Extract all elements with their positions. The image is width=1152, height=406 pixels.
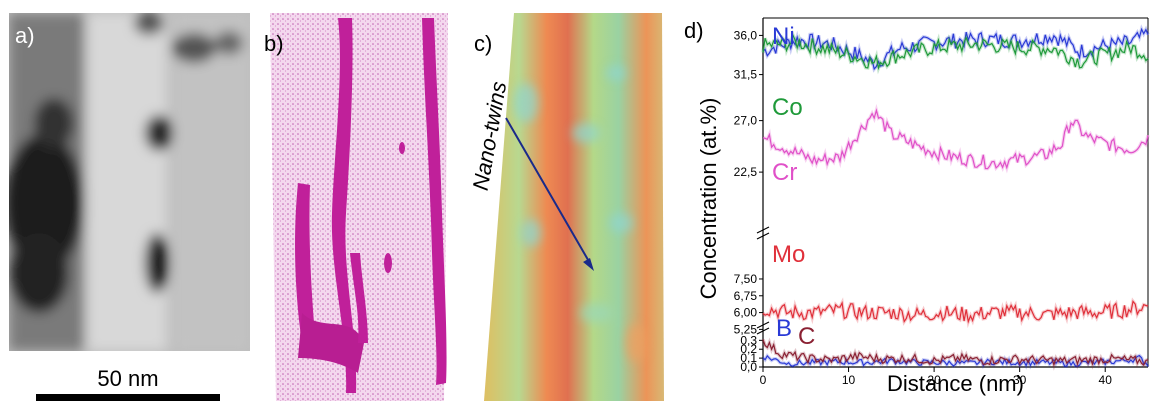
x-tick-label: 30 (1013, 373, 1027, 387)
y-axis-label: Concentration (at.%) (696, 98, 721, 300)
panel-a-label: a) (15, 23, 35, 48)
series-line-co (762, 33, 1149, 71)
y-tick-label: 31,5 (734, 68, 758, 82)
y-tick-label: 0,2 (740, 342, 757, 356)
y-tick-label: 36,0 (734, 28, 758, 42)
series-label-ni: Ni (772, 23, 795, 50)
series-label-co: Co (772, 94, 803, 121)
series-line-mo (762, 300, 1149, 324)
twin-arrow (505, 117, 592, 266)
axis-break-mark (756, 327, 770, 335)
y-tick-label: 7,50 (734, 272, 758, 286)
x-tick-label: 40 (1099, 373, 1113, 387)
panel-c: c) Nano-twins (466, 13, 678, 401)
series-label-c: C (798, 323, 815, 350)
y-tick-label: 0,1 (740, 351, 757, 365)
y-tick-label: 6,00 (734, 306, 758, 320)
axis-break-mark (756, 226, 770, 234)
twin-arrow-head (583, 258, 594, 271)
y-tick-label: 0,3 (740, 333, 757, 347)
scale-bar (36, 394, 220, 401)
y-tick-label: 22,5 (734, 165, 758, 179)
x-axis-label: Distance (nm) (887, 371, 1024, 396)
series-label-cr: Cr (772, 159, 797, 186)
x-tick-label: 0 (760, 373, 767, 387)
concentration-profile-chart: 31,536,022,527,05,256,006,757,500,00,10,… (696, 17, 1150, 396)
series-line-b (762, 354, 1149, 367)
y-tick-label: 6,75 (734, 289, 758, 303)
panel-d: 31,5 36,0 22,5 27,0 5,25 6,00 6,75 7,50 0,0 0,1 0,… (680, 0, 1152, 401)
axis-break-mark (756, 232, 770, 240)
y-tick-label: 0,0 (740, 360, 757, 374)
panel-b-label: b) (264, 31, 284, 56)
series-line-c (762, 339, 1149, 367)
series-line-cr (762, 108, 1149, 170)
panel-b: b) (262, 13, 462, 401)
y-tick-label: 27,0 (734, 114, 758, 128)
tem-image (4, 11, 250, 351)
concentration-map (484, 13, 664, 401)
axis-break-mark (756, 321, 770, 329)
x-tick-label: 20 (927, 373, 941, 387)
series-label-b: B (776, 315, 792, 342)
apt-reconstruction (270, 13, 448, 401)
series-line-ni (762, 27, 1149, 71)
scale-bar-label: 50 nm (97, 366, 159, 391)
panel-a: a) (4, 11, 250, 351)
y-tick-label: 5,25 (734, 322, 758, 336)
panel-c-label: c) (474, 31, 493, 56)
series-label-mo: Mo (772, 241, 805, 268)
panel-d-label: d) (684, 18, 704, 43)
x-tick-label: 10 (842, 373, 856, 387)
